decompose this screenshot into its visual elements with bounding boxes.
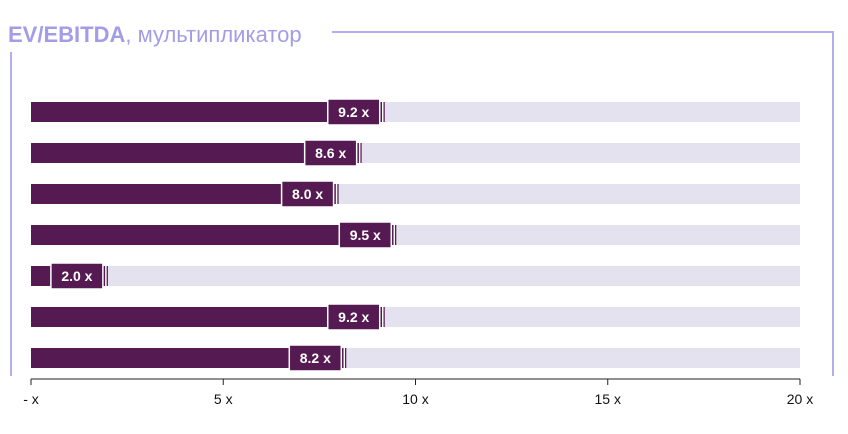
bar xyxy=(31,143,362,163)
bar-value-label-box xyxy=(326,303,381,331)
bar xyxy=(31,102,385,122)
bar-value-label-box xyxy=(338,221,393,249)
bar-track xyxy=(31,266,800,286)
bar-value-label: 9.2 x xyxy=(338,309,369,325)
x-tick-label: - x xyxy=(23,391,39,407)
x-tick-label: 20 x xyxy=(787,391,813,407)
chart-title: EV/EBITDA, мультипликатор xyxy=(0,22,332,52)
chart-frame xyxy=(10,31,834,376)
x-tick-label: 10 x xyxy=(402,391,428,407)
bar-value-label-box xyxy=(50,262,104,290)
bar xyxy=(31,225,397,245)
x-tick-label: 15 x xyxy=(595,391,621,407)
bar xyxy=(31,184,339,204)
bar-value-label: 2.0 x xyxy=(61,268,92,284)
bar xyxy=(31,307,385,327)
bar-value-label-box xyxy=(280,180,335,208)
bar-value-label: 9.5 x xyxy=(350,227,381,243)
bar xyxy=(31,348,347,368)
bar-value-label: 8.6 x xyxy=(315,145,346,161)
bar-value-label-box xyxy=(288,344,343,372)
x-tick-label: 5 x xyxy=(214,391,233,407)
bar-value-label: 9.2 x xyxy=(338,104,369,120)
bar-value-label: 8.2 x xyxy=(300,350,331,366)
chart-title-rest: , мультипликатор xyxy=(125,22,302,47)
bar-value-label-box xyxy=(326,98,381,126)
chart-title-bold: EV/EBITDA xyxy=(8,22,126,47)
bar-value-label-box xyxy=(303,139,358,167)
bar-value-label: 8.0 x xyxy=(292,186,323,202)
